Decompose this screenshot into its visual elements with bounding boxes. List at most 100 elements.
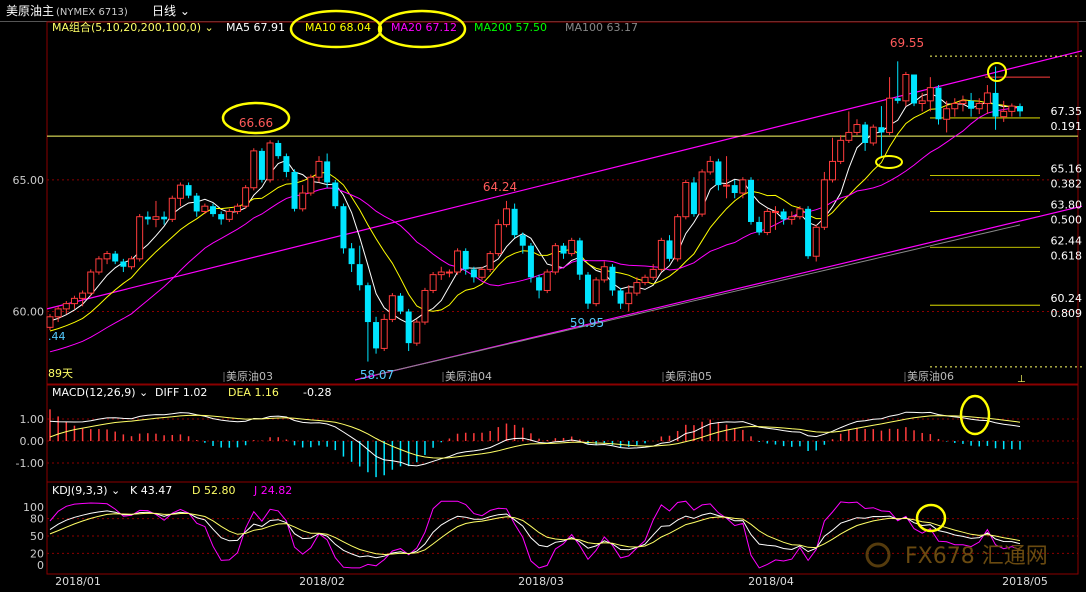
main-panel-frame	[46, 21, 1079, 385]
candle-body	[112, 253, 119, 262]
annotation-low-1: 58.07	[360, 368, 394, 382]
candle-body	[748, 179, 755, 222]
candle-body	[210, 206, 217, 215]
candle-body	[690, 182, 697, 215]
candle-body	[902, 74, 910, 102]
support-highlight-circle	[875, 155, 903, 169]
kdj-d: D 52.80	[192, 484, 235, 497]
period-selector[interactable]: 日线 ⌄	[152, 4, 190, 18]
candle-body	[136, 216, 144, 260]
candle-body	[233, 205, 241, 212]
ma10-highlight-circle	[289, 9, 383, 49]
candle-body	[1008, 105, 1016, 112]
days-note: 89天	[48, 367, 73, 380]
candle-body	[324, 161, 331, 183]
candle-body	[332, 182, 339, 207]
x-axis-label: 2018/02	[299, 575, 345, 588]
watermark-logo-icon	[865, 542, 891, 568]
candle-body	[625, 292, 633, 305]
macd-tick: 1.00	[20, 413, 45, 426]
symbol-name: 美原油主	[6, 4, 54, 18]
candle-body	[250, 150, 258, 189]
macd-diff-line	[49, 411, 1021, 467]
candle-body	[79, 292, 87, 299]
candle-body	[168, 197, 176, 220]
candle-body	[478, 268, 486, 278]
high-1-highlight-circle	[221, 101, 291, 135]
kdj-j: J 24.82	[253, 484, 292, 497]
candle-body	[853, 124, 861, 133]
candle-body	[837, 139, 845, 162]
macd-panel-frame	[46, 384, 1079, 483]
candle-body	[983, 92, 991, 104]
annotation-left-edge: .44	[48, 330, 66, 343]
fib-ratio: 0.500	[1051, 213, 1083, 226]
macd-label[interactable]: MACD(12,26,9) ⌄	[52, 386, 148, 399]
candle-body	[225, 210, 233, 220]
candle-body	[380, 318, 388, 349]
candle-body	[633, 282, 641, 294]
macd-dea-line	[49, 414, 1021, 459]
macd-hist-value: -0.28	[303, 386, 331, 399]
kdj-label[interactable]: KDJ(9,3,3) ⌄	[52, 484, 120, 497]
candle-body	[911, 74, 918, 104]
macd-tick: 0.00	[20, 435, 45, 448]
candle-body	[70, 297, 78, 305]
candle-body	[975, 102, 983, 110]
ma20-line	[49, 107, 1021, 353]
candle-body	[796, 208, 804, 218]
candle-body	[462, 250, 469, 270]
candle-body	[845, 131, 853, 141]
candle-body	[494, 224, 502, 255]
candle-body	[413, 321, 421, 344]
x-axis-label: 2018/03	[518, 575, 564, 588]
candle-body	[356, 264, 363, 286]
candle-body	[878, 127, 885, 133]
annotation-high-1: 66.66	[239, 116, 273, 130]
candle-body	[698, 171, 706, 215]
candle-body	[869, 126, 877, 144]
kdj-tick: 100	[23, 501, 44, 514]
candle-body	[291, 171, 298, 209]
candle-body	[682, 181, 690, 218]
ma20-highlight-circle	[377, 9, 467, 49]
candle-body	[968, 100, 975, 109]
kdj-tick: 80	[30, 513, 44, 526]
kdj-k: K 43.47	[130, 484, 172, 497]
contract-label: 美原油05	[665, 369, 712, 383]
contract-label: 美原油06	[907, 369, 954, 383]
candle-body	[886, 97, 894, 133]
candle-body	[242, 187, 250, 207]
candle-body	[266, 142, 274, 181]
candle-body	[771, 210, 779, 213]
candle-body	[706, 160, 714, 173]
candle-body	[788, 216, 796, 220]
ma-legend-ma20: MA20 67.12	[391, 21, 457, 34]
candle-body	[584, 274, 591, 304]
candle-body	[666, 240, 673, 259]
candle-body	[918, 100, 926, 104]
candle-body	[657, 239, 665, 270]
candle-body	[87, 271, 95, 294]
candle-body	[641, 276, 649, 284]
candle-body	[992, 92, 999, 117]
fib-price: 62.44	[1051, 234, 1083, 247]
candle-body	[103, 253, 111, 260]
contract-label: 美原油03	[226, 369, 273, 383]
ma-legend-ma5: MA5 67.91	[226, 21, 285, 34]
ma-combo-label[interactable]: MA组合(5,10,20,200,100,0) ⌄	[52, 20, 214, 34]
candle-body	[185, 185, 192, 196]
candle-body	[388, 295, 396, 320]
candle-body	[373, 322, 380, 349]
fib-price: 67.35	[1051, 105, 1083, 118]
candle-body	[445, 271, 453, 274]
candle-body	[405, 311, 412, 344]
y-tick-label: 65.00	[13, 174, 45, 187]
fib-price: 65.16	[1051, 163, 1083, 176]
ma-legend-ma100: MA100 63.17	[565, 21, 638, 34]
candle-body	[340, 206, 347, 249]
candle-body	[176, 184, 184, 199]
candle-body	[600, 266, 608, 281]
x-axis-label: 2018/05	[1002, 575, 1048, 588]
